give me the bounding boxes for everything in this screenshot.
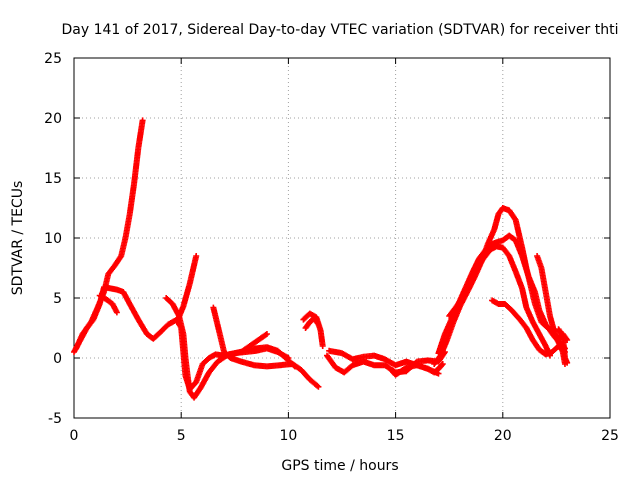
x-tick-label: 25	[601, 428, 619, 444]
data-point	[314, 320, 321, 327]
y-tick-label: 5	[53, 291, 62, 307]
series-track-9	[302, 315, 322, 331]
chart-title: Day 141 of 2017, Sidereal Day-to-day VTE…	[62, 22, 619, 38]
data-point	[139, 117, 146, 124]
plot-frame	[73, 57, 611, 419]
data-point	[438, 361, 445, 368]
y-tick-label: 10	[44, 231, 62, 247]
x-axis-label: GPS time / hours	[281, 458, 398, 474]
data-point	[285, 355, 292, 361]
x-tick-label: 5	[177, 428, 186, 444]
data-point	[113, 309, 120, 316]
series-track-12	[388, 361, 446, 378]
y-tick-label: 15	[44, 171, 62, 187]
series-track-15	[446, 243, 553, 359]
series-track-6	[210, 304, 322, 390]
data-point	[193, 253, 200, 259]
data-point	[564, 359, 571, 366]
x-tick-label: 0	[70, 428, 79, 444]
data-point	[263, 331, 270, 337]
y-tick-label: 0	[53, 351, 62, 367]
x-tick-labels: 0 5 10 15 20 25	[70, 428, 619, 444]
gridlines	[74, 58, 610, 418]
series-track-7	[231, 345, 292, 361]
y-tick-label: 20	[44, 111, 62, 127]
y-tick-labels: -5 0 5 10 15 20 25	[44, 51, 62, 427]
series-track-8	[300, 310, 326, 349]
series-track-3	[96, 292, 120, 316]
x-tick-label: 20	[494, 428, 512, 444]
x-tick-label: 10	[279, 428, 297, 444]
data-point	[315, 383, 322, 390]
data-point	[315, 321, 322, 328]
data-point	[439, 361, 446, 367]
y-axis-label: SDTVAR / TECUs	[10, 181, 26, 296]
series-track-4	[163, 295, 270, 401]
y-tick-label: -5	[48, 411, 62, 427]
series-track-18	[555, 326, 571, 366]
y-tick-label: 25	[44, 51, 62, 67]
series-track-2	[73, 117, 146, 352]
data-point	[319, 343, 326, 349]
x-tick-label: 15	[387, 428, 405, 444]
series-track-5	[173, 253, 200, 325]
data-series	[71, 117, 571, 401]
